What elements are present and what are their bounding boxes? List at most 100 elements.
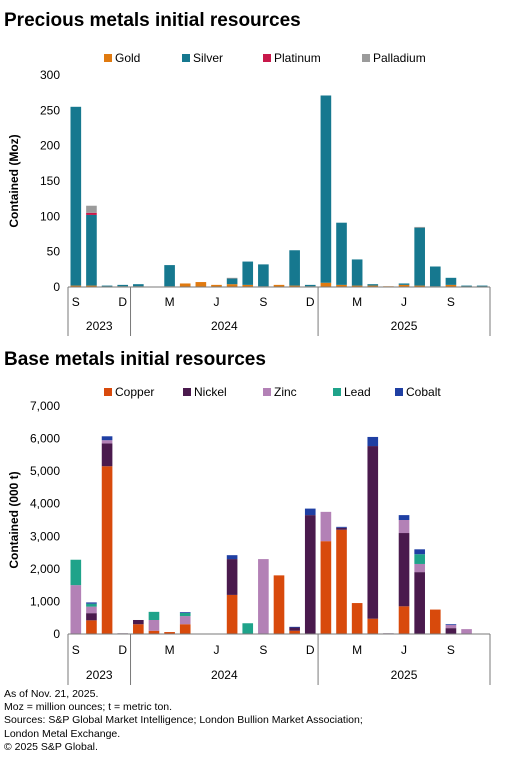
base-y-tick-label: 3,000 xyxy=(30,529,60,543)
precious-x-tick-label: S xyxy=(447,295,455,309)
base-bar-lead xyxy=(242,623,254,634)
base-legend-label-cobalt: Cobalt xyxy=(406,385,441,399)
precious-x-tick-label: J xyxy=(401,295,407,309)
precious-bar-silver xyxy=(445,277,457,285)
base-bar-copper xyxy=(179,624,191,634)
precious-x-tick-label: S xyxy=(259,295,267,309)
base-bar-copper xyxy=(273,575,285,634)
base-year-label: 2025 xyxy=(391,668,418,682)
base-bar-lead xyxy=(148,611,160,620)
precious-bar-gold xyxy=(367,285,379,287)
base-bar-cobalt xyxy=(304,508,316,516)
base-bar-zinc xyxy=(101,440,113,444)
base-bar-nickel xyxy=(86,613,97,621)
base-y-tick-label: 6,000 xyxy=(30,432,60,446)
precious-bar-silver xyxy=(476,285,488,287)
base-x-tick-label: M xyxy=(165,643,175,657)
precious-y-axis-title: Contained (Moz) xyxy=(7,134,21,227)
base-bar-nickel xyxy=(367,446,379,619)
base-legend-swatch-nickel xyxy=(183,388,191,396)
precious-bar-platinum xyxy=(86,212,97,215)
precious-bar-silver xyxy=(351,259,363,286)
base-legend-swatch-zinc xyxy=(263,388,271,396)
base-x-tick-label: S xyxy=(259,643,267,657)
base-bar-copper xyxy=(398,606,410,634)
base-bar-cobalt xyxy=(414,549,425,555)
footnote-copyright: © 2025 S&P Global. xyxy=(4,740,98,753)
base-bar-cobalt xyxy=(226,555,238,560)
base-bar-cobalt xyxy=(289,626,300,628)
base-y-axis-title: Contained (000 t) xyxy=(7,471,21,568)
precious-bar-gold xyxy=(289,285,300,287)
base-bar-zinc xyxy=(258,559,269,634)
precious-y-tick-label: 200 xyxy=(40,139,60,153)
base-legend-swatch-cobalt xyxy=(395,388,403,396)
precious-legend-swatch-palladium xyxy=(362,54,370,62)
base-bar-zinc xyxy=(414,563,425,573)
base-bar-zinc xyxy=(70,585,82,634)
precious-legend-label-gold: Gold xyxy=(115,51,140,65)
precious-bar-silver xyxy=(304,284,316,287)
base-bar-zinc xyxy=(398,520,410,534)
precious-bar-palladium xyxy=(226,277,238,279)
precious-bar-silver xyxy=(117,284,129,287)
base-y-tick-label: 4,000 xyxy=(30,497,60,511)
base-bar-nickel xyxy=(226,559,238,595)
precious-bar-palladium xyxy=(86,205,97,213)
precious-bar-silver xyxy=(398,283,410,285)
precious-legend-label-palladium: Palladium xyxy=(373,51,426,65)
base-legend-swatch-lead xyxy=(333,388,341,396)
precious-year-label: 2025 xyxy=(391,319,418,333)
precious-bar-gold xyxy=(195,282,207,287)
precious-bar-silver xyxy=(429,266,441,287)
base-bar-copper xyxy=(429,609,441,634)
precious-x-tick-label: M xyxy=(165,295,175,309)
base-bar-copper xyxy=(133,624,144,634)
base-y-tick-label: 0 xyxy=(53,627,60,641)
precious-bar-gold xyxy=(414,285,425,287)
base-x-tick-label: S xyxy=(72,643,80,657)
precious-legend-swatch-silver xyxy=(182,54,190,62)
footnotes: As of Nov. 21, 2025. Moz = million ounce… xyxy=(4,688,363,754)
base-year-label: 2023 xyxy=(86,668,113,682)
base-legend-label-copper: Copper xyxy=(115,385,154,399)
base-bar-zinc xyxy=(320,511,332,542)
footnote-sources: Sources: S&P Global Market Intelligence;… xyxy=(4,714,363,727)
base-bar-cobalt xyxy=(445,624,457,626)
precious-x-tick-label: D xyxy=(118,295,127,309)
precious-x-tick-label: M xyxy=(352,295,362,309)
base-metals-chart: 0 1,000 2,000 3,000 4,000 5,000 6,000 7,000 Cont… xyxy=(7,385,491,685)
base-bar-nickel xyxy=(445,628,457,634)
base-bar-zinc xyxy=(148,619,160,631)
precious-y-tick-label: 300 xyxy=(40,68,60,82)
base-x-tick-label: J xyxy=(401,643,407,657)
precious-bar-gold xyxy=(351,285,363,287)
base-bar-copper xyxy=(148,630,160,634)
precious-bar-gold xyxy=(336,284,347,287)
precious-bar-silver xyxy=(461,285,472,287)
base-x-tick-label: D xyxy=(306,643,315,657)
base-bar-lead xyxy=(70,559,82,586)
base-bar-nickel xyxy=(304,515,316,634)
base-bar-cobalt xyxy=(101,436,113,441)
precious-bar-gold xyxy=(86,285,97,287)
footnote-date: As of Nov. 21, 2025. xyxy=(4,688,99,700)
precious-bar-silver xyxy=(242,261,254,285)
precious-metals-chart: 0 50 100 150 200 250 300 Contained (Moz) Gold Sil… xyxy=(7,51,491,336)
precious-bar-silver xyxy=(367,284,379,286)
base-bar-cobalt xyxy=(398,515,410,520)
base-metals-chart-title: Base metals initial resources xyxy=(4,349,266,370)
base-bar-zinc xyxy=(445,624,457,629)
precious-bar-gold xyxy=(273,284,285,287)
precious-x-tick-label: J xyxy=(213,295,219,309)
precious-bar-silver xyxy=(70,106,82,286)
base-bar-copper xyxy=(320,541,332,634)
base-bar-copper xyxy=(289,630,300,634)
precious-bar-gold xyxy=(179,283,191,287)
precious-bar-silver xyxy=(289,250,300,286)
base-bar-lead xyxy=(179,612,191,617)
base-bar-cobalt xyxy=(86,602,97,604)
precious-metals-chart-title: Precious metals initial resources xyxy=(4,10,301,31)
base-x-tick-label: D xyxy=(118,643,127,657)
precious-bar-gold xyxy=(211,284,222,287)
